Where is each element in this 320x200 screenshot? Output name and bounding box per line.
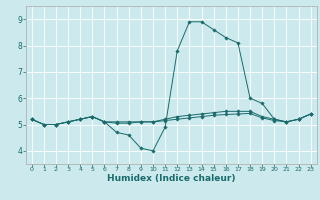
X-axis label: Humidex (Indice chaleur): Humidex (Indice chaleur): [107, 174, 236, 183]
